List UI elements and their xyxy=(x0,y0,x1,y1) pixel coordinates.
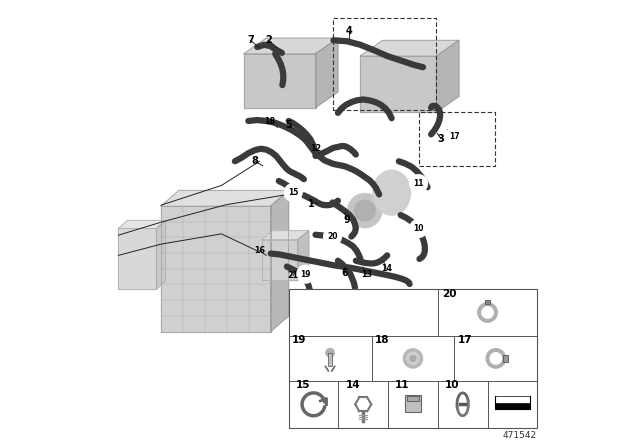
Polygon shape xyxy=(262,231,309,240)
Text: 14: 14 xyxy=(381,264,392,273)
Polygon shape xyxy=(262,240,298,280)
Text: 4: 4 xyxy=(346,26,353,36)
Text: 10: 10 xyxy=(413,224,424,233)
Polygon shape xyxy=(298,231,309,280)
Text: 11: 11 xyxy=(395,380,410,390)
Circle shape xyxy=(324,228,342,246)
Polygon shape xyxy=(244,54,316,108)
Text: 471542: 471542 xyxy=(502,431,536,440)
Bar xyxy=(289,289,538,428)
Text: 3: 3 xyxy=(438,134,444,144)
Circle shape xyxy=(478,303,497,322)
Text: 16: 16 xyxy=(254,246,265,255)
Circle shape xyxy=(297,265,315,283)
Text: 1: 1 xyxy=(308,199,314,209)
Text: 21: 21 xyxy=(287,271,299,280)
Text: 6: 6 xyxy=(341,268,348,278)
Text: 17: 17 xyxy=(458,335,472,345)
Text: 20: 20 xyxy=(442,289,456,299)
Bar xyxy=(328,353,332,366)
Text: 9: 9 xyxy=(344,215,350,224)
Polygon shape xyxy=(118,228,157,289)
Text: 5: 5 xyxy=(285,121,292,130)
Circle shape xyxy=(490,353,502,364)
Bar xyxy=(495,400,529,409)
Text: 15: 15 xyxy=(288,188,298,197)
Text: 13: 13 xyxy=(361,270,372,279)
Polygon shape xyxy=(360,40,459,56)
Bar xyxy=(405,395,421,412)
Circle shape xyxy=(406,352,419,365)
Circle shape xyxy=(482,307,493,318)
Circle shape xyxy=(410,356,416,361)
Polygon shape xyxy=(161,190,289,206)
Bar xyxy=(495,396,529,403)
Polygon shape xyxy=(436,40,459,112)
Text: 11: 11 xyxy=(413,179,424,188)
Text: 2: 2 xyxy=(265,35,272,45)
Text: 7: 7 xyxy=(247,35,254,45)
Circle shape xyxy=(403,349,422,368)
Text: 15: 15 xyxy=(296,380,310,390)
Text: 17: 17 xyxy=(449,132,460,141)
Polygon shape xyxy=(316,38,338,108)
Circle shape xyxy=(326,348,335,357)
Text: 18: 18 xyxy=(264,117,275,126)
Ellipse shape xyxy=(348,194,382,228)
Polygon shape xyxy=(118,220,165,228)
Bar xyxy=(484,300,490,305)
Circle shape xyxy=(284,184,302,202)
Polygon shape xyxy=(157,220,165,289)
Circle shape xyxy=(410,175,428,193)
Ellipse shape xyxy=(373,170,410,215)
Circle shape xyxy=(410,220,428,237)
Polygon shape xyxy=(244,38,338,54)
Circle shape xyxy=(445,128,463,146)
Circle shape xyxy=(486,349,506,368)
Ellipse shape xyxy=(355,200,375,221)
Text: 8: 8 xyxy=(252,156,259,166)
Text: 19: 19 xyxy=(292,335,307,345)
Text: 19: 19 xyxy=(300,270,311,279)
Text: 20: 20 xyxy=(327,232,338,241)
Text: 14: 14 xyxy=(346,380,360,390)
Text: 12: 12 xyxy=(310,144,321,153)
Polygon shape xyxy=(161,206,271,332)
Bar xyxy=(502,355,508,362)
Polygon shape xyxy=(360,56,436,112)
Text: 10: 10 xyxy=(445,380,460,390)
Text: 18: 18 xyxy=(375,335,389,345)
Polygon shape xyxy=(271,190,289,332)
Bar xyxy=(407,396,419,401)
